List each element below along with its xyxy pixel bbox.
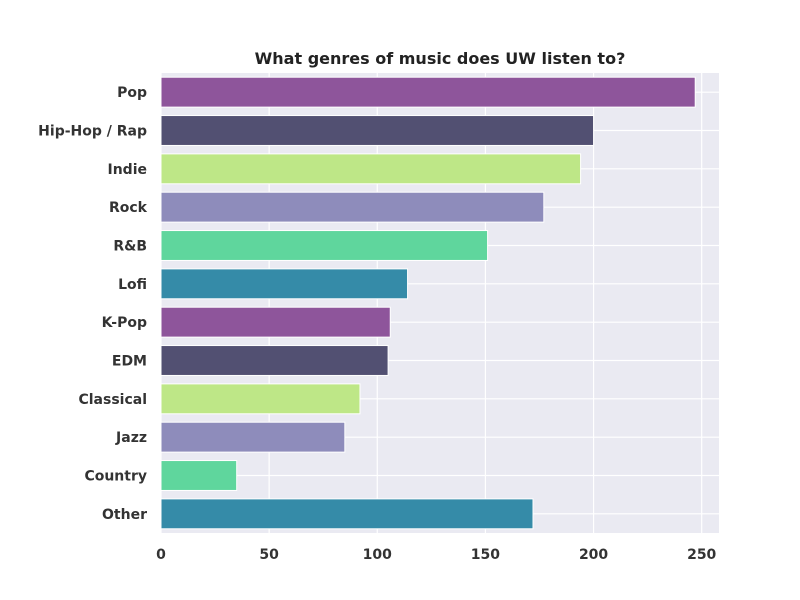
bar	[160, 345, 389, 376]
category-label: Other	[102, 507, 147, 523]
category-label: Indie	[108, 162, 148, 178]
bar	[160, 76, 696, 108]
category-label: Rock	[109, 200, 148, 216]
chart-title: What genres of music does UW listen to?	[255, 49, 626, 68]
plot-area: 0 50 100 150 200 250 Pop Hip-Hop / Rap Indie Rock…	[38, 73, 719, 563]
bar	[160, 191, 545, 223]
bar	[160, 460, 238, 491]
x-tick-label: 150	[471, 547, 500, 563]
bar	[160, 421, 346, 453]
category-label: K-Pop	[102, 315, 147, 331]
bar	[160, 153, 582, 185]
bar	[160, 306, 391, 338]
category-label: Pop	[117, 85, 147, 101]
bar	[160, 268, 409, 300]
category-label: Hip-Hop / Rap	[38, 124, 147, 140]
x-tick-label: 0	[156, 547, 166, 563]
x-tick-label: 100	[363, 547, 392, 563]
bar	[160, 498, 534, 530]
x-tick-label: 50	[259, 547, 279, 563]
x-tick-label: 200	[579, 547, 608, 563]
bar	[160, 115, 595, 146]
x-tick-label: 250	[687, 547, 716, 563]
category-label: Jazz	[115, 430, 147, 446]
bar	[160, 230, 489, 261]
category-label: Classical	[78, 392, 147, 408]
category-label: R&B	[113, 239, 147, 255]
category-label: Country	[84, 469, 147, 485]
plot-background	[161, 73, 719, 533]
bar	[160, 383, 361, 415]
category-label: Lofi	[118, 277, 147, 293]
category-label: EDM	[112, 354, 147, 370]
